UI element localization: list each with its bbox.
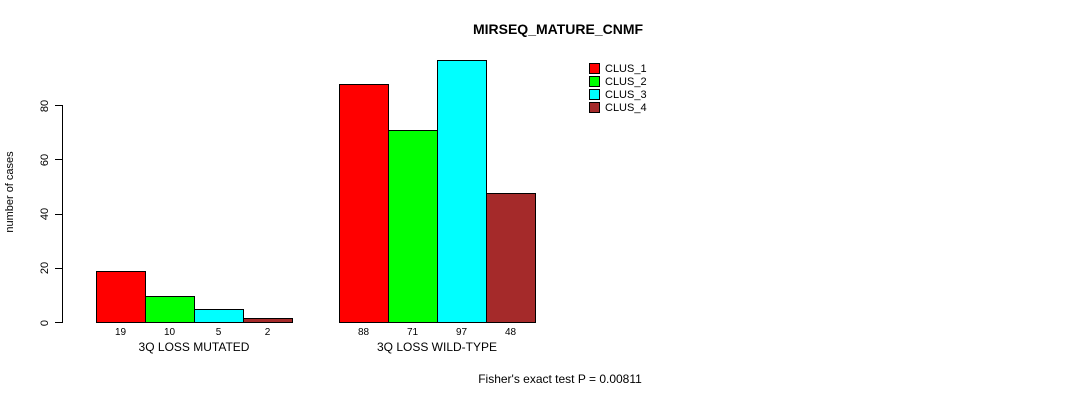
y-axis-tick	[55, 213, 62, 215]
y-axis-tick	[55, 267, 62, 269]
bar-clus_1-group2	[339, 84, 389, 323]
bar-value-label: 5	[215, 327, 222, 338]
bar-clus_1-group1	[96, 271, 146, 323]
y-axis-label: number of cases	[4, 151, 16, 233]
y-axis-tick	[55, 105, 62, 106]
bar-clus_2-group2	[388, 130, 438, 323]
bar-value-label: 19	[114, 327, 127, 338]
y-axis-tick-label: 40	[39, 207, 51, 221]
bar-value-label: 88	[357, 327, 370, 338]
bar-value-label: 97	[455, 327, 468, 338]
legend-label: CLUS_1	[605, 62, 647, 75]
bar-value-label: 10	[163, 327, 176, 338]
legend-item: CLUS_3	[589, 88, 647, 101]
legend: CLUS_1 CLUS_2 CLUS_3 CLUS_4	[589, 62, 647, 114]
legend-label: CLUS_4	[605, 101, 647, 114]
chart-title: MIRSEQ_MATURE_CNMF	[472, 21, 644, 37]
y-axis-line	[62, 105, 63, 323]
bar-value-label: 2	[264, 327, 271, 338]
legend-swatch	[589, 102, 600, 113]
legend-item: CLUS_4	[589, 101, 647, 114]
y-axis-tick-label: 0	[39, 319, 51, 326]
y-axis-tick-label: 80	[39, 99, 51, 112]
bar-clus_2-group1	[145, 295, 195, 323]
legend-label: CLUS_3	[605, 88, 647, 101]
legend-item: CLUS_1	[589, 62, 647, 75]
bar-value-label: 48	[504, 327, 517, 338]
group-label: 3Q LOSS MUTATED	[138, 340, 250, 354]
legend-item: CLUS_2	[589, 75, 647, 88]
y-axis-tick-label: 20	[39, 262, 51, 275]
bar-clus_4-group1	[243, 317, 293, 323]
legend-swatch	[589, 63, 600, 74]
bar-clus_4-group2	[486, 192, 536, 323]
group-label: 3Q LOSS WILD-TYPE	[376, 340, 498, 354]
bar-value-label: 71	[406, 327, 419, 338]
footnote: Fisher's exact test P = 0.00811	[478, 372, 642, 386]
legend-swatch	[589, 76, 600, 87]
legend-label: CLUS_2	[605, 75, 647, 88]
y-axis-tick-label: 60	[39, 153, 51, 166]
bar-clus_3-group1	[194, 309, 244, 323]
legend-swatch	[589, 89, 600, 100]
y-axis-tick	[55, 322, 62, 323]
y-axis-tick	[55, 159, 62, 161]
bar-clus_3-group2	[437, 59, 487, 323]
